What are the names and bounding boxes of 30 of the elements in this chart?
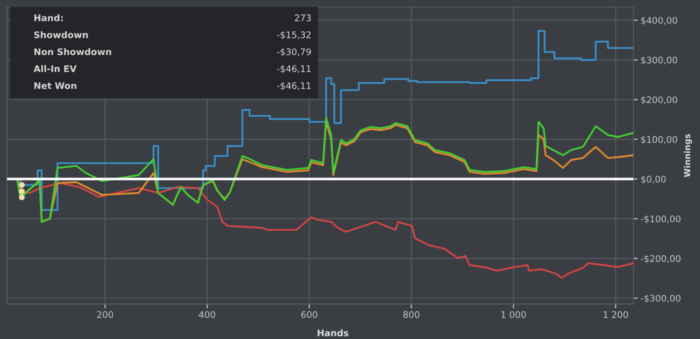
annotation: Hand: bbox=[34, 14, 63, 22]
y-tick-label: $200,00 bbox=[641, 96, 678, 104]
x-tick-label: 200 bbox=[97, 311, 114, 318]
y-tick-label: $300,00 bbox=[641, 56, 678, 65]
x-tick-label: 1 200 bbox=[604, 311, 628, 318]
annotation: Net Won bbox=[34, 82, 76, 90]
y-tick-label: $0,00 bbox=[641, 176, 666, 184]
annotation: Showdown bbox=[34, 31, 88, 38]
y-tick-label: -$100,00 bbox=[640, 215, 680, 224]
annotation: All-In EV bbox=[34, 65, 77, 72]
y-tick-label: $100,00 bbox=[641, 136, 678, 144]
annotation: -$46,11 bbox=[277, 82, 311, 90]
x-tick-label: 600 bbox=[301, 311, 318, 318]
annotation: 273 bbox=[294, 14, 311, 22]
line-series bbox=[16, 178, 634, 279]
annotation: Non Showdown bbox=[34, 48, 112, 56]
point bbox=[18, 188, 25, 194]
x-tick-label: 400 bbox=[198, 311, 216, 318]
annotation: -$46,11 bbox=[277, 65, 311, 74]
x-tick-label: 800 bbox=[403, 311, 420, 318]
y-axis-title: Winnings bbox=[684, 134, 692, 178]
point bbox=[18, 194, 25, 200]
x-axis-title: Hands bbox=[318, 329, 348, 336]
y-tick-label: $400,00 bbox=[641, 16, 678, 25]
annotation: -$15,32 bbox=[277, 31, 311, 40]
point bbox=[18, 182, 25, 188]
y-tick-label: -$200,00 bbox=[640, 254, 680, 264]
y-tick-label: -$300,00 bbox=[640, 294, 680, 303]
x-tick-label: 1 000 bbox=[502, 311, 526, 318]
annotation: -$30,79 bbox=[277, 48, 311, 56]
